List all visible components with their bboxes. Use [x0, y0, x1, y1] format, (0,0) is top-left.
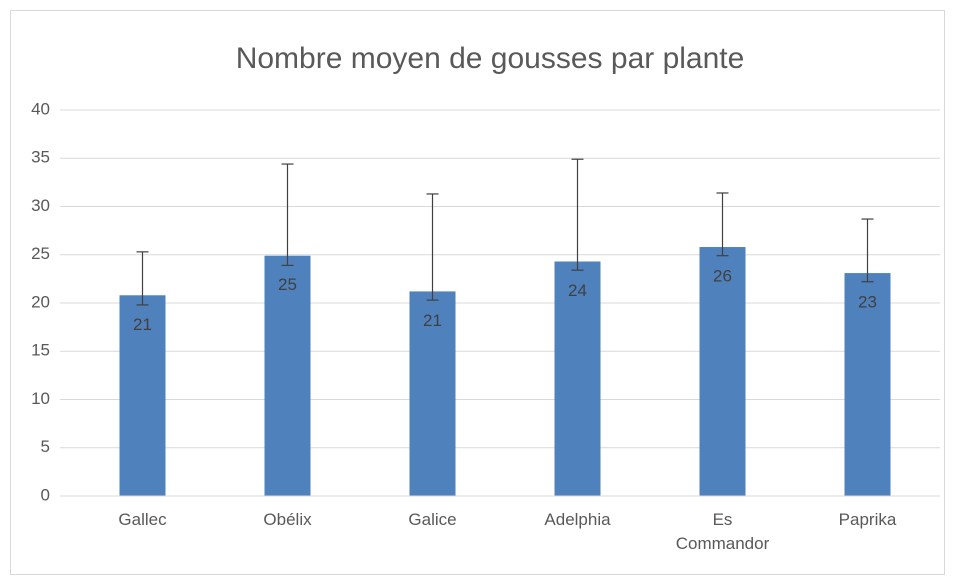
data-label: 23 — [858, 293, 877, 312]
x-tick-label-box: Galice — [408, 510, 457, 529]
y-tick-label: 25 — [31, 244, 50, 263]
bar — [699, 247, 746, 496]
data-label: 21 — [423, 311, 442, 330]
x-tick-label-box: Obélix — [263, 510, 312, 529]
bar — [119, 295, 166, 496]
y-tick-label: 30 — [31, 196, 50, 215]
bar — [264, 255, 311, 496]
x-tick-label: Adelphia — [544, 510, 611, 529]
x-tick-label-box: Gallec — [118, 510, 167, 529]
y-tick-label: 10 — [31, 389, 50, 408]
data-label: 26 — [713, 267, 732, 286]
y-tick-label: 20 — [31, 292, 50, 311]
chart-title: Nombre moyen de gousses par plante — [236, 42, 745, 75]
y-tick-label: 5 — [41, 437, 50, 456]
bar — [844, 273, 891, 496]
x-tick-label: Es Commandor — [675, 510, 770, 553]
x-tick-label-box: Es Commandor — [675, 510, 770, 553]
data-label: 21 — [133, 315, 152, 334]
bar — [554, 261, 601, 496]
data-label: 25 — [278, 275, 297, 294]
data-label: 24 — [568, 281, 587, 300]
y-tick-label: 15 — [31, 341, 50, 360]
chart-frame — [10, 10, 945, 575]
x-tick-label-box: Adelphia — [544, 510, 611, 529]
x-tick-label: Galice — [408, 510, 457, 529]
y-tick-label: 0 — [41, 485, 50, 504]
x-tick-label: Obélix — [263, 510, 312, 529]
y-tick-label: 40 — [31, 99, 50, 118]
bar — [409, 291, 456, 496]
x-tick-label: Paprika — [838, 510, 897, 529]
y-tick-label: 35 — [31, 148, 50, 167]
x-tick-label-box: Paprika — [838, 510, 897, 529]
x-tick-label: Gallec — [118, 510, 167, 529]
